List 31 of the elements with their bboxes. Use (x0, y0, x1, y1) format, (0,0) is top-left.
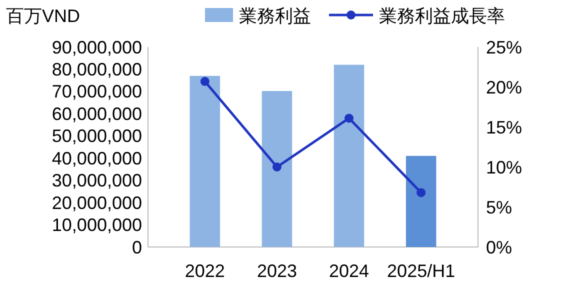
y2-tick-label: 5% (486, 197, 512, 218)
y2-tick-label: 10% (486, 157, 522, 178)
bar (406, 156, 436, 247)
legend-label: 業務利益 (239, 6, 311, 26)
point (344, 114, 354, 123)
legend-label: 業務利益成長率 (379, 6, 505, 26)
y2-tick-label: 20% (486, 77, 522, 98)
y2-tick-label: 25% (486, 37, 522, 58)
y-tick-label: 30,000,000 (52, 170, 142, 191)
y-axis-title: 百万VND (6, 6, 80, 26)
y-tick-label: 80,000,000 (52, 60, 142, 80)
bar (262, 91, 292, 247)
x-tick-label: 2024 (329, 261, 370, 281)
y-tick-label: 0 (132, 237, 142, 258)
y-tick-label: 20,000,000 (52, 192, 142, 213)
x-tick-label: 2023 (256, 261, 297, 281)
y-tick-label: 10,000,000 (52, 215, 142, 236)
y-tick-label: 90,000,000 (52, 37, 142, 58)
bar (334, 64, 364, 247)
y-tick-label: 60,000,000 (52, 104, 142, 124)
bar (190, 76, 220, 247)
y2-tick-label: 15% (486, 117, 522, 138)
point (416, 188, 426, 198)
x-tick-label: 2025/H1 (387, 261, 456, 281)
y2-tick-label: 0% (486, 237, 512, 258)
point (200, 76, 210, 86)
y-tick-label: 40,000,000 (52, 148, 142, 168)
x-tick-label: 2022 (184, 261, 225, 281)
y-tick-label: 70,000,000 (52, 82, 142, 102)
point (272, 162, 282, 172)
y-tick-label: 50,000,000 (52, 126, 142, 146)
